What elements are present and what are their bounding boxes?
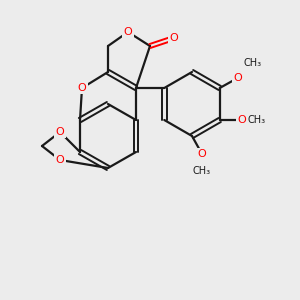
Text: O: O — [56, 127, 64, 137]
Text: O: O — [237, 115, 246, 125]
Text: CH₃: CH₃ — [193, 166, 211, 176]
Text: O: O — [124, 27, 132, 37]
Text: CH₃: CH₃ — [244, 58, 262, 68]
Text: O: O — [56, 155, 64, 165]
Text: CH₃: CH₃ — [248, 115, 266, 125]
Text: O: O — [169, 33, 178, 43]
Text: O: O — [233, 73, 242, 83]
Text: O: O — [198, 149, 206, 159]
Text: O: O — [78, 83, 86, 93]
